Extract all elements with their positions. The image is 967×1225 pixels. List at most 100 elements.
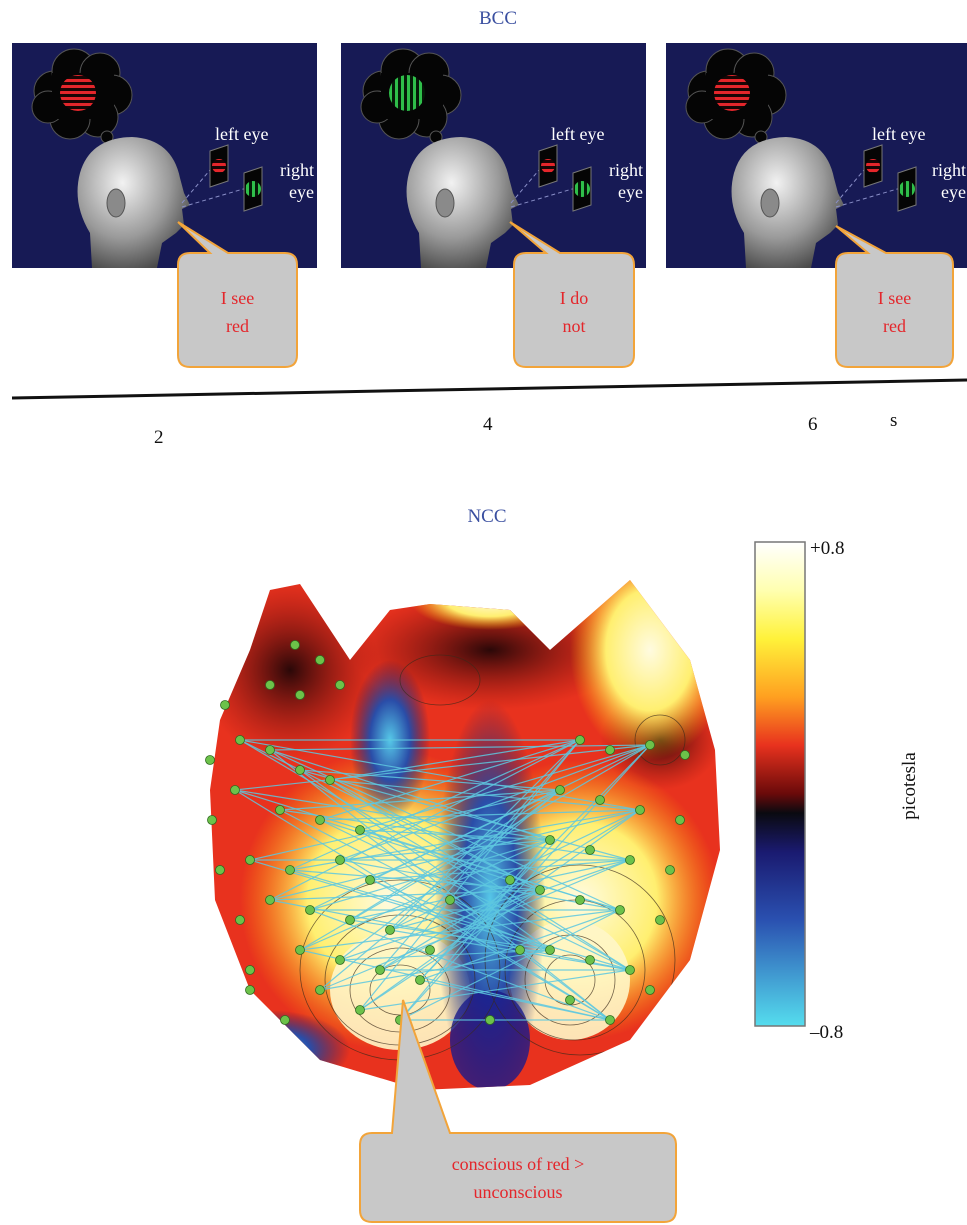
sensor-dot: [230, 785, 240, 795]
callout-text: conscious of red > unconscious: [451, 1154, 585, 1202]
connection-line: [349, 859, 631, 921]
meg-field-map: [205, 580, 720, 1090]
sensor-dot: [605, 1015, 615, 1025]
timeline-axis: [11, 378, 967, 400]
sensor-dot: [625, 965, 635, 975]
speech-text-1: I see red: [220, 288, 255, 336]
connection-line: [359, 829, 551, 841]
connection-line: [339, 744, 651, 861]
thought-cloud: [685, 48, 787, 158]
sensor-dot: [665, 865, 675, 875]
connection-line: [269, 744, 651, 751]
sensor-dot: [425, 945, 435, 955]
connection-line: [419, 909, 621, 981]
sensor-dot: [635, 805, 645, 815]
connection-line: [359, 744, 651, 831]
sensor-dot: [415, 975, 425, 985]
colorbar-max-label: +0.8: [810, 538, 845, 559]
sensor-dot: [545, 835, 555, 845]
bcc-panel-2: left eye right eye: [341, 43, 646, 268]
colorbar-min-label: –0.8: [810, 1022, 844, 1043]
connection-line: [279, 789, 561, 811]
thought-cloud: [360, 48, 462, 158]
head-icon: [406, 137, 519, 268]
connection-line: [269, 889, 541, 901]
left-eye-label: left eye: [551, 124, 605, 144]
connection-line: [369, 859, 631, 881]
connection-line: [389, 739, 581, 931]
sensor-dot: [565, 995, 575, 1005]
connection-line: [299, 769, 561, 791]
sensor-dot: [335, 955, 345, 965]
sensor-dot: [585, 845, 595, 855]
connection-line: [419, 979, 611, 1021]
sensor-dot: [675, 815, 685, 825]
time-tick-6: 6: [808, 414, 818, 435]
sensor-dot: [585, 955, 595, 965]
connection-line: [339, 839, 551, 861]
sensor-dot: [615, 905, 625, 915]
sensor-dot: [325, 775, 335, 785]
sensor-dot: [207, 815, 217, 825]
sensor-dot: [485, 1015, 495, 1025]
connection-line: [299, 949, 611, 1021]
sensor-dot: [595, 795, 605, 805]
connection-line: [329, 779, 631, 971]
connection-line: [249, 789, 561, 861]
sensor-dot: [245, 965, 255, 975]
sensor-dot: [345, 915, 355, 925]
connection-line: [234, 789, 551, 841]
sensor-dot: [575, 895, 585, 905]
sensor-dot: [235, 735, 245, 745]
sensor-dot: [245, 855, 255, 865]
sensor-dot: [680, 750, 690, 760]
sensor-dot: [335, 855, 345, 865]
connection-line: [399, 909, 621, 1021]
sensor-dot: [355, 825, 365, 835]
sensor-dot: [305, 905, 315, 915]
speech-bubbles: [177, 221, 954, 368]
connection-line: [309, 909, 611, 1021]
connection-line: [389, 889, 541, 931]
sensor-dot: [315, 815, 325, 825]
connection-line: [329, 779, 541, 891]
connection-line: [379, 889, 541, 971]
time-tick-2: 2: [154, 427, 164, 448]
sensor-dot: [555, 785, 565, 795]
bcc-panel-3: left eye right eye: [666, 43, 967, 268]
ncc-title: NCC: [467, 506, 507, 527]
connection-line: [269, 749, 611, 1021]
sensor-dot: [515, 945, 525, 955]
bcc-panel-1: left eye right eye: [12, 43, 317, 268]
left-eye-label: left eye: [215, 124, 269, 144]
sensor-dot: [245, 985, 255, 995]
speech-text-3: I see red: [877, 288, 912, 336]
connection-line: [419, 744, 651, 981]
connection-line: [379, 809, 641, 971]
connection-line: [399, 744, 651, 1021]
head-icon: [77, 137, 190, 268]
speech-text-2: I do not: [559, 288, 589, 336]
sensor-dot: [375, 965, 385, 975]
sensor-dot: [535, 885, 545, 895]
connection-line: [309, 839, 551, 911]
sensor-dot: [365, 875, 375, 885]
connection-line: [359, 739, 581, 1011]
sensor-dot: [575, 735, 585, 745]
sensor-dot: [290, 640, 300, 650]
sensor-dot: [220, 700, 230, 710]
sensor-dot: [445, 895, 455, 905]
sensor-dot: [295, 945, 305, 955]
sensor-dot: [355, 1005, 365, 1015]
connection-line: [319, 739, 581, 821]
sensor-dot: [605, 745, 615, 755]
connection-line: [319, 819, 631, 971]
time-tick-4: 4: [483, 414, 493, 435]
sensor-dot: [315, 985, 325, 995]
colorbar: [754, 541, 806, 1027]
connection-line: [249, 859, 551, 951]
connection-line: [269, 739, 581, 901]
connection-line: [319, 859, 631, 991]
bcc-title: BCC: [478, 8, 518, 29]
